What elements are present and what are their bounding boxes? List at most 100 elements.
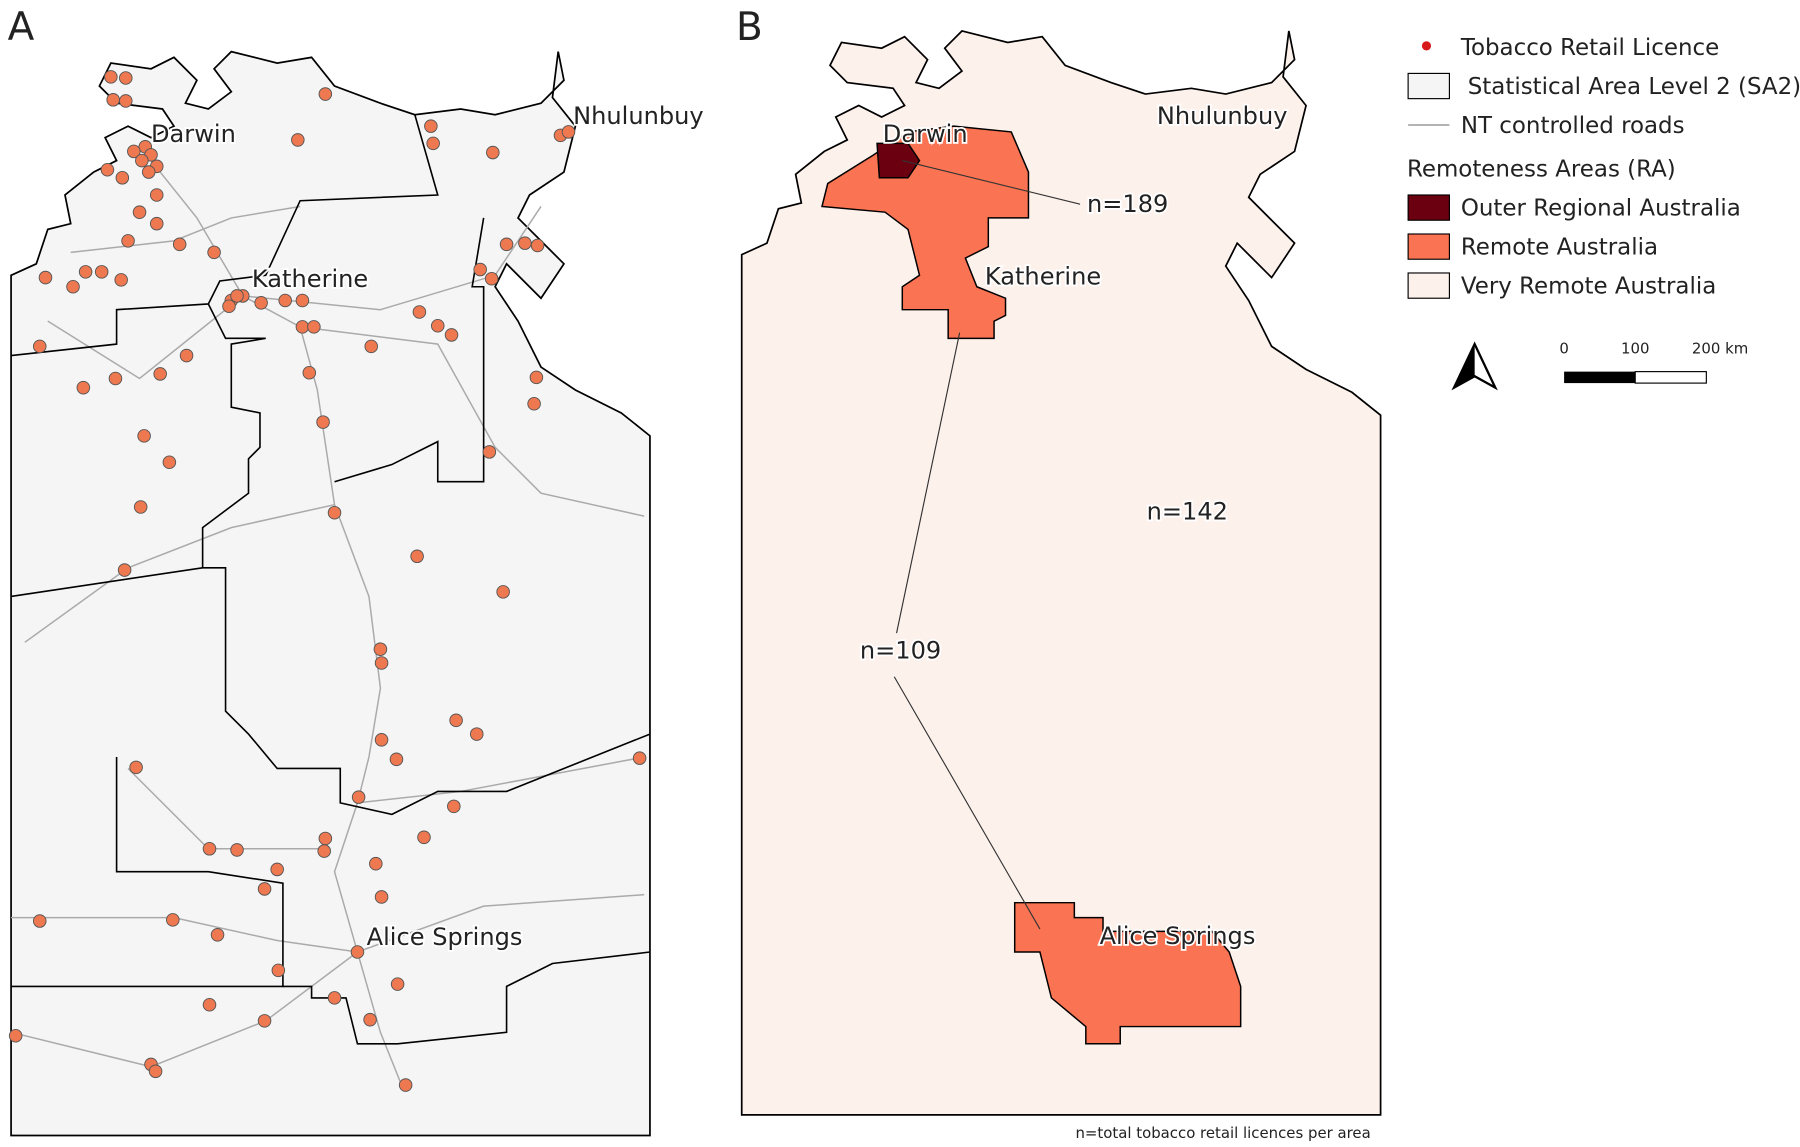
legend-label: Very Remote Australia <box>1461 274 1716 300</box>
licence-point <box>257 1014 272 1028</box>
licence-point <box>295 320 310 334</box>
licence-point <box>148 1064 163 1079</box>
place-label: Nhulunbuy <box>573 102 704 130</box>
licence-point <box>632 751 647 765</box>
licence-point <box>302 366 317 380</box>
licence-point <box>364 339 379 354</box>
licence-point <box>561 125 576 139</box>
legend-label: Remote Australia <box>1461 235 1658 261</box>
outer-regional-area <box>876 142 921 179</box>
licence-point <box>374 733 389 747</box>
count-label: n=142 <box>1147 498 1228 526</box>
licence-point <box>271 963 286 978</box>
licence-point <box>162 455 177 470</box>
licence-point <box>316 415 330 429</box>
scale-label: 200 km <box>1692 339 1748 357</box>
sa2-boundaries <box>10 114 651 1045</box>
place-label: Darwin <box>883 120 968 148</box>
licence-point <box>132 205 147 219</box>
licence-point <box>412 305 427 319</box>
licence-point <box>444 328 459 342</box>
licence-point <box>318 831 333 846</box>
place-label: Alice Springs <box>367 923 523 951</box>
licence-point <box>291 133 305 147</box>
remote-area-south <box>1013 901 1242 1045</box>
licence-point <box>369 856 383 871</box>
licence-point <box>398 1078 413 1092</box>
scale-segment <box>1564 371 1636 384</box>
licence-point <box>137 429 151 443</box>
licence-point <box>530 238 545 253</box>
licence-point <box>76 380 91 395</box>
licence-point <box>127 144 141 159</box>
licence-point <box>484 271 499 286</box>
licence-point <box>482 445 497 459</box>
licence-point <box>254 296 268 310</box>
licence-point <box>202 998 217 1012</box>
legend-label: Tobacco Retail Licence <box>1460 35 1719 61</box>
licence-point <box>100 162 115 177</box>
licence-point <box>222 299 236 314</box>
licence-point <box>327 991 342 1005</box>
licence-point <box>38 270 53 285</box>
licence-point <box>327 505 342 520</box>
place-label: Darwin <box>151 120 236 148</box>
leader-line <box>895 332 961 634</box>
licence-point <box>32 339 47 354</box>
licence-point <box>390 977 405 991</box>
licence-points <box>8 70 647 1092</box>
roads <box>10 160 645 1090</box>
legend: Tobacco Retail Licence Statistical Area … <box>1407 35 1800 300</box>
place-label: Katherine <box>252 265 368 293</box>
licence-point <box>119 94 133 108</box>
legend-heading: Remoteness Areas (RA) <box>1407 157 1676 183</box>
count-label: n=189 <box>1087 190 1168 218</box>
panel-a <box>10 50 651 1137</box>
licence-point <box>119 71 133 85</box>
licence-point <box>108 371 123 386</box>
licence-point <box>210 928 225 942</box>
panel-b <box>740 30 1382 1116</box>
footnote: n=total tobacco retail licences per area <box>1075 1124 1370 1142</box>
licence-point <box>350 945 365 959</box>
licence-point <box>230 289 244 303</box>
scale-bar: 0 100 200 km <box>1559 339 1748 384</box>
licence-point <box>529 370 544 385</box>
licence-point <box>78 265 93 279</box>
licence-point <box>135 153 149 168</box>
licence-point <box>449 713 463 728</box>
licence-point <box>270 862 284 877</box>
licence-point <box>363 1012 377 1027</box>
licence-point <box>351 790 366 804</box>
licence-point <box>114 273 128 287</box>
licence-point <box>149 216 164 231</box>
panel-label: B <box>736 5 763 50</box>
count-label: n=109 <box>860 636 941 664</box>
licence-point <box>473 262 487 277</box>
legend-label: Statistical Area Level 2 (SA2) <box>1468 74 1800 100</box>
licence-point <box>8 1028 23 1043</box>
licence-point <box>32 914 47 928</box>
licence-point <box>172 237 187 252</box>
licence-point <box>115 171 130 185</box>
licence-point <box>117 563 132 577</box>
licence-point <box>424 119 438 133</box>
licence-point <box>166 913 180 927</box>
scale-label: 0 <box>1559 339 1568 357</box>
licence-point <box>430 318 445 333</box>
licence-point <box>486 145 500 160</box>
legend-label: NT controlled roads <box>1461 113 1685 139</box>
licence-point <box>318 87 333 101</box>
licence-point <box>410 549 424 564</box>
licence-point <box>389 752 404 767</box>
licence-point <box>518 236 532 250</box>
place-label: Nhulunbuy <box>1157 102 1288 130</box>
licence-point <box>417 830 431 845</box>
leader-line <box>893 676 1041 930</box>
licence-point <box>106 93 120 107</box>
legend-swatch <box>1407 233 1450 260</box>
place-label: Alice Springs <box>1100 922 1256 950</box>
licence-point <box>141 165 156 179</box>
licence-point <box>179 348 194 363</box>
licence-point <box>257 882 272 896</box>
